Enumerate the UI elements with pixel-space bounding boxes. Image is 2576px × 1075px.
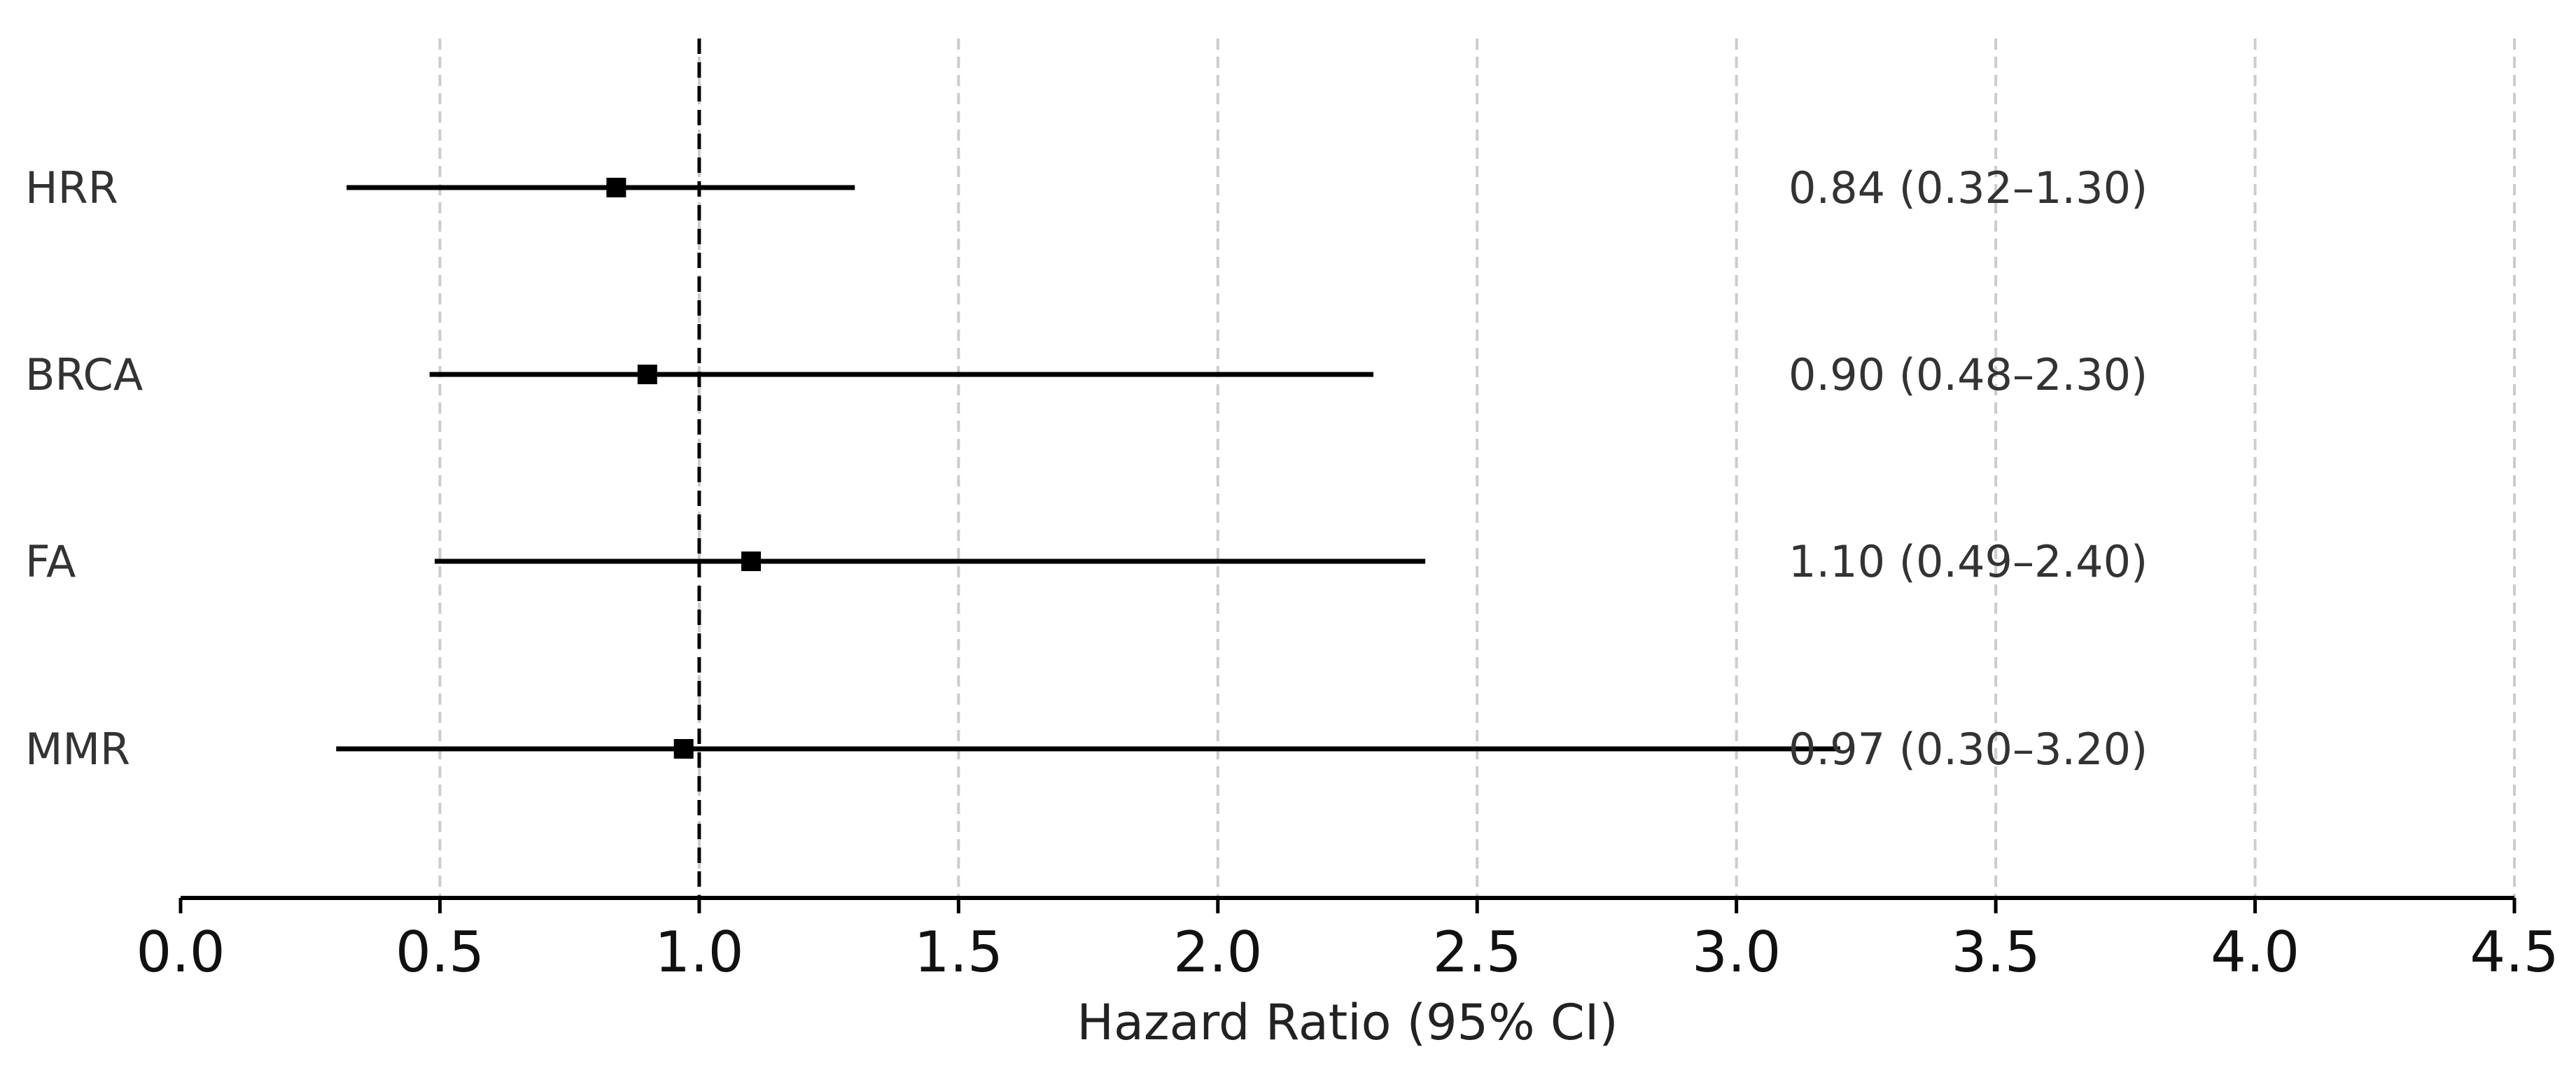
x-tick-label: 0.5 (396, 920, 484, 985)
x-tick-label: 3.0 (1692, 920, 1781, 985)
x-tick-label: 1.5 (914, 920, 1003, 985)
x-tick-label: 1.0 (654, 920, 743, 985)
x-tick-label: 0.0 (136, 920, 225, 985)
x-tick-label: 4.5 (2470, 920, 2558, 985)
x-axis-title: Hazard Ratio (95% CI) (1077, 994, 1618, 1051)
grid-lines (438, 38, 2516, 898)
x-tick-label: 3.5 (1951, 920, 2040, 985)
estimate-marker (606, 178, 626, 197)
estimate-text: 1.10 (0.49–2.40) (1788, 536, 2148, 587)
x-tick-label: 2.0 (1173, 920, 1262, 985)
row-label: FA (25, 536, 76, 587)
row-label: MMR (25, 724, 130, 775)
row-label: HRR (25, 162, 118, 213)
row-label: BRCA (25, 349, 143, 400)
estimate-marker (673, 739, 694, 759)
estimate-marker (637, 365, 657, 384)
estimate-text: 0.97 (0.30–3.20) (1788, 724, 2148, 775)
estimate-marker (741, 551, 761, 571)
x-axis: 0.0 0.5 1.0 1.5 2.0 2.5 3.0 3.5 4.0 4.5 (136, 896, 2559, 985)
estimate-text: 0.90 (0.48–2.30) (1788, 349, 2148, 400)
forest-rows: HRR 0.84 (0.32–1.30) BRCA 0.90 (0.48–2.30) F… (25, 38, 2148, 898)
x-tick-label: 2.5 (1433, 920, 1522, 985)
x-tick-label: 4.0 (2211, 920, 2300, 985)
estimate-text: 0.84 (0.32–1.30) (1788, 162, 2148, 213)
